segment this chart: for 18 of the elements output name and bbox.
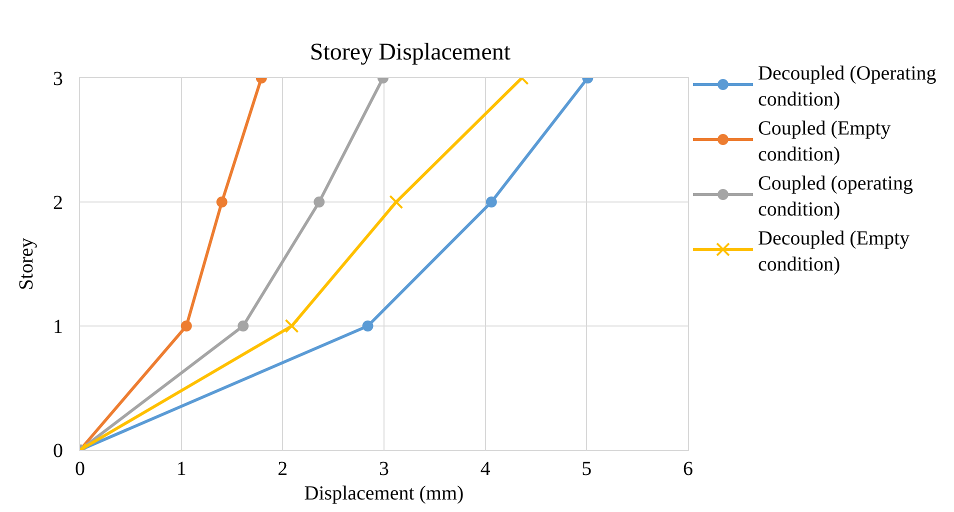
- y-tick-label: 0: [53, 440, 63, 462]
- y-tick-label: 3: [53, 68, 63, 90]
- y-tick-label: 2: [53, 192, 63, 214]
- x-tick-label: 2: [278, 458, 288, 480]
- x-tick-label: 4: [480, 458, 490, 480]
- chart-title: Storey Displacement: [310, 40, 511, 66]
- legend-label: Coupled (operating condition): [758, 172, 913, 220]
- y-axis-title: Storey: [16, 238, 38, 290]
- x-tick-label: 5: [582, 458, 592, 480]
- x-tick-label: 3: [379, 458, 389, 480]
- y-tick-label: 1: [53, 316, 63, 338]
- legend-label: Coupled (Empty condition): [758, 117, 891, 166]
- x-tick-label: 0: [75, 458, 85, 480]
- x-axis-title: Displacement (mm): [304, 482, 464, 504]
- legend-label: Decoupled (Empty condition): [758, 227, 910, 276]
- legend-label: Decoupled (Operating condition): [758, 62, 936, 110]
- x-tick-label: 6: [683, 458, 693, 480]
- x-tick-label: 1: [176, 458, 186, 480]
